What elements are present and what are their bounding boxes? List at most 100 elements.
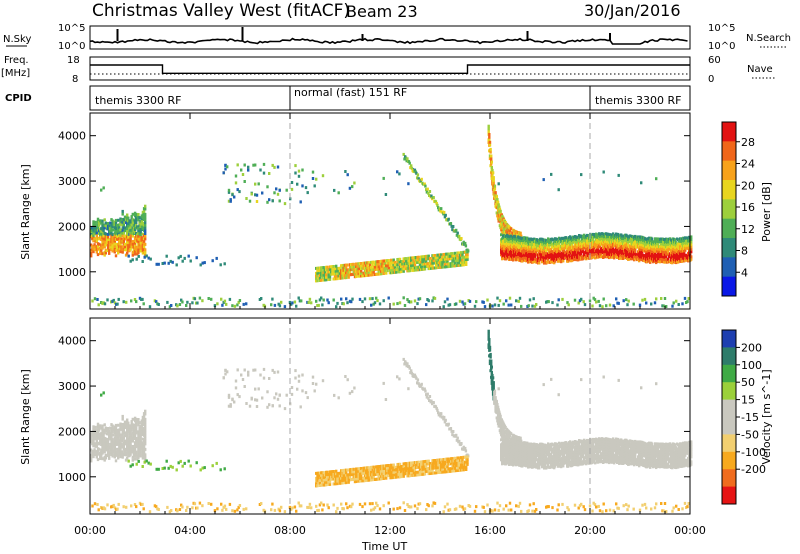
power-cell — [530, 257, 533, 261]
power-cell — [573, 240, 576, 244]
power-cell — [156, 302, 159, 306]
velocity-cell — [455, 507, 458, 511]
power-cell — [344, 170, 347, 173]
power-cell — [663, 297, 667, 300]
power-cell — [370, 273, 373, 277]
velocity-cell — [413, 468, 417, 472]
velocity-cell — [300, 504, 303, 508]
velocity-cell — [445, 457, 448, 461]
velocity-cell — [231, 398, 234, 402]
power-cell — [547, 300, 550, 304]
power-cell — [316, 279, 319, 283]
velocity-cell — [140, 502, 143, 506]
power-cell — [467, 299, 470, 302]
velocity-cell — [582, 505, 585, 509]
velocity-cell — [432, 401, 435, 405]
velocity-cell — [297, 501, 300, 505]
velocity-cell — [357, 474, 360, 478]
power-cell — [315, 299, 318, 303]
nave-tick-top: 60 — [708, 55, 721, 66]
velocity-cell — [337, 471, 340, 475]
velocity-cell — [360, 474, 363, 478]
velocity-cell — [452, 459, 455, 463]
power-cell — [168, 305, 172, 309]
power-cell — [515, 233, 518, 237]
velocity-cell — [455, 438, 459, 442]
power-cell — [628, 257, 631, 261]
power-cell — [396, 302, 399, 306]
power-cell — [417, 268, 420, 272]
power-cell — [93, 243, 96, 247]
power-cell — [358, 297, 362, 301]
velocity-cell — [108, 454, 111, 458]
velocity-cell — [268, 403, 271, 407]
velocity-cell — [105, 454, 109, 458]
power-cell — [423, 182, 426, 186]
velocity-cell — [258, 503, 262, 506]
velocity-cell — [447, 460, 450, 463]
power-cell — [604, 255, 607, 259]
freq-panel: Freq. [MHz] 18 8 60 0 Nave — [1, 55, 776, 85]
power-cell — [520, 234, 523, 238]
power-cell — [322, 298, 325, 302]
power-cell — [96, 217, 100, 221]
power-cell — [384, 193, 388, 196]
power-cell — [647, 239, 650, 243]
velocity-cell — [178, 508, 182, 511]
velocity-cell — [340, 502, 343, 506]
power-cell — [104, 221, 107, 225]
velocity-cell — [327, 483, 330, 486]
power-cell — [228, 297, 232, 301]
velocity-cell — [335, 472, 338, 476]
power-cell — [278, 304, 282, 308]
power-cell — [245, 197, 248, 200]
velocity-cell — [103, 458, 106, 462]
power-cell — [322, 271, 325, 275]
power-cell — [352, 267, 355, 271]
power-cell — [347, 270, 350, 274]
power-cell — [493, 187, 497, 191]
power-cell — [639, 255, 642, 259]
velocity-cell — [215, 461, 218, 465]
velocity-cell — [95, 439, 98, 443]
velocity-cell — [236, 508, 239, 512]
power-cell — [362, 271, 365, 275]
power-cell — [599, 245, 602, 249]
power-cell — [667, 250, 670, 254]
power-cell — [100, 188, 103, 192]
power-cell — [278, 188, 281, 192]
power-cell — [547, 257, 550, 261]
power-cell — [335, 305, 338, 309]
power-cell — [382, 272, 385, 275]
cpid-label: CPID — [5, 93, 32, 104]
power-cell — [262, 171, 266, 175]
velocity-cell — [181, 464, 184, 468]
velocity-cell — [450, 459, 453, 463]
velocity-cell — [450, 457, 453, 461]
velocity-cell — [457, 466, 460, 470]
power-cell — [435, 256, 438, 260]
velocity-cell — [332, 477, 335, 481]
velocity-cell — [131, 439, 134, 443]
velocity-cell — [277, 507, 280, 511]
power-cell — [326, 298, 329, 302]
power-cell — [330, 272, 333, 276]
power-cell — [103, 302, 107, 306]
velocity-cell — [382, 467, 385, 470]
power-cell — [360, 269, 363, 273]
power-cell — [340, 274, 343, 278]
velocity-cell — [335, 479, 338, 483]
power-cell — [490, 166, 493, 169]
power-cell — [92, 220, 95, 224]
velocity-cell — [243, 385, 246, 388]
power-cell — [367, 268, 370, 272]
power-cell — [144, 218, 147, 222]
velocity-cell — [355, 467, 358, 471]
power-cell — [121, 228, 124, 232]
power-cell — [306, 191, 309, 195]
power-cell — [541, 260, 544, 264]
power-cell — [247, 168, 250, 172]
power-cell — [497, 303, 500, 307]
power-cell — [366, 263, 369, 267]
power-cell — [363, 297, 367, 301]
